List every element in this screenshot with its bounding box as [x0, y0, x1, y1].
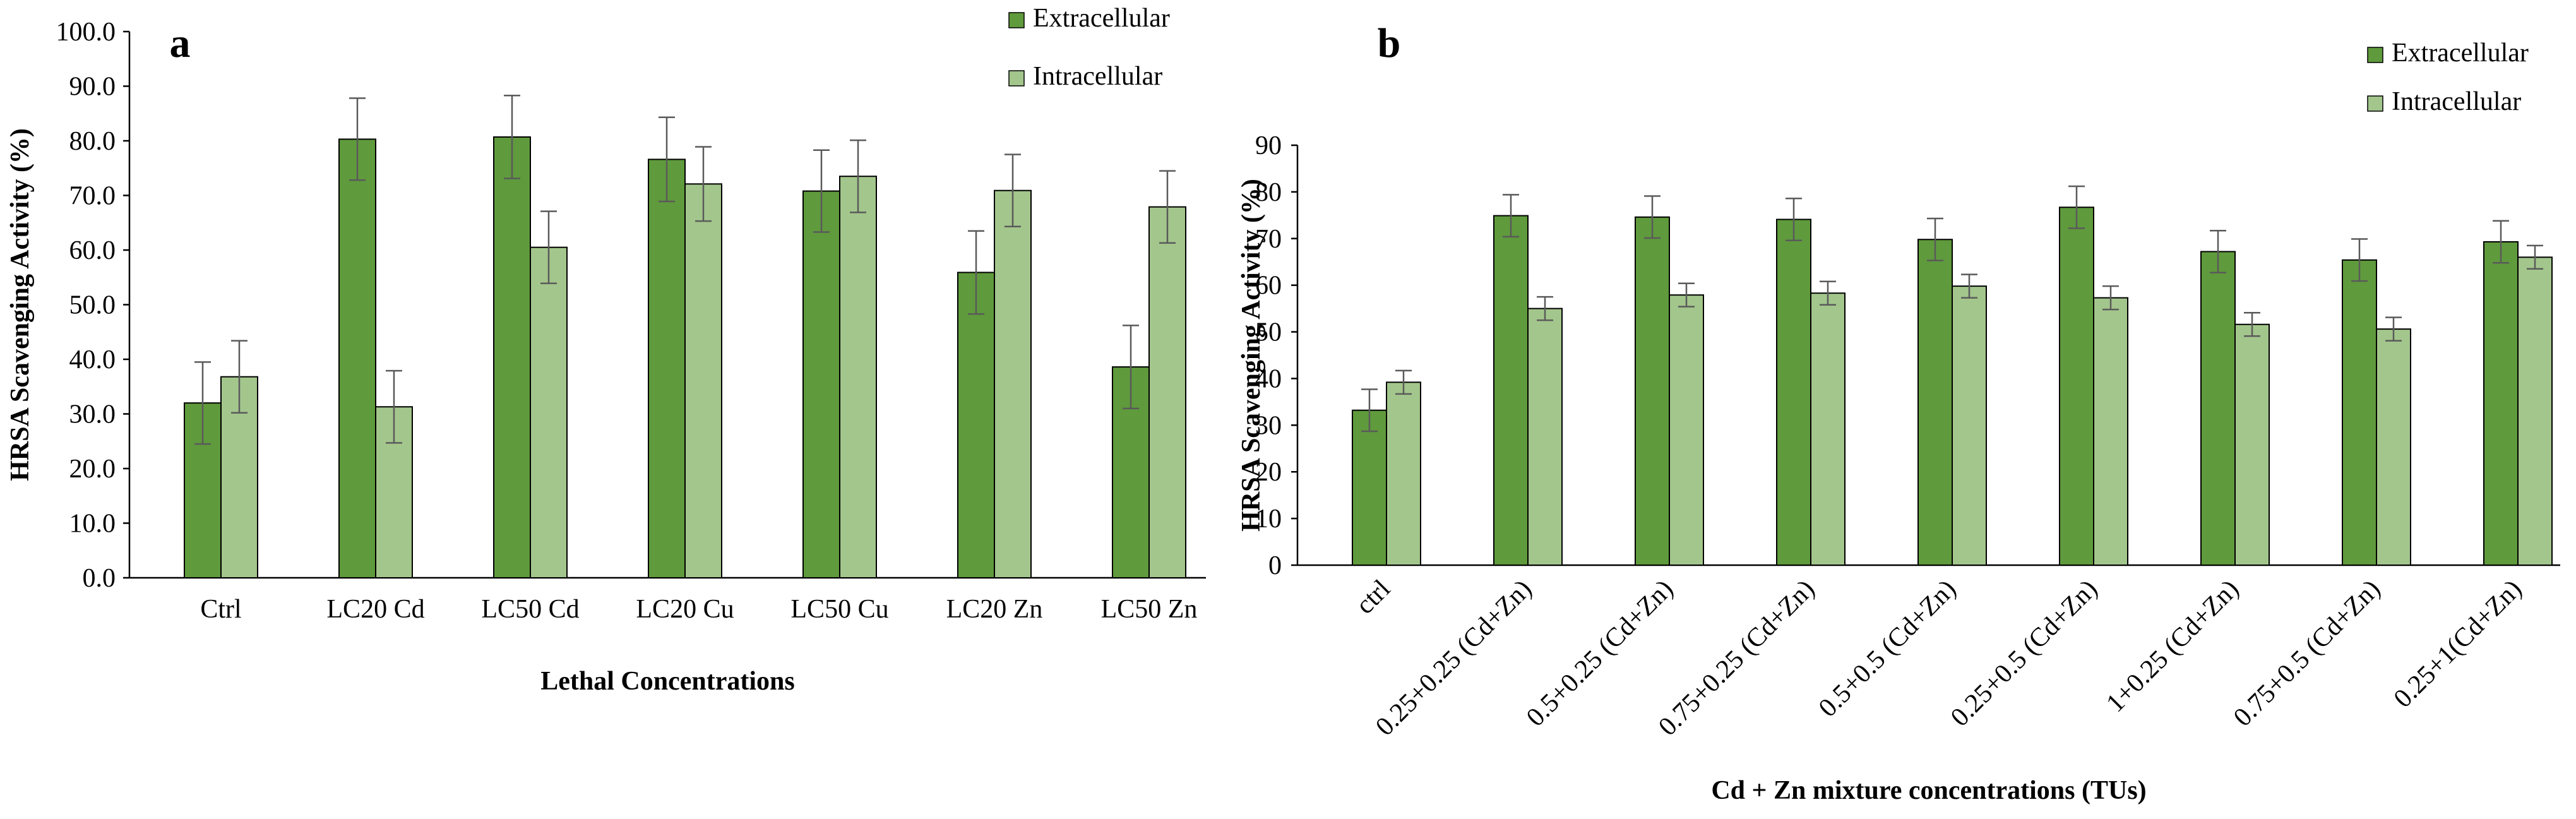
bar-extracellular: [957, 272, 995, 578]
x-tick-label: Ctrl: [200, 595, 241, 624]
bar-intracellular: [1810, 292, 1846, 566]
bar-extracellular: [2059, 206, 2094, 566]
y-tick-label: 70: [1255, 225, 1282, 254]
x-tick-label: LC20 Cd: [326, 595, 424, 624]
y-tick-label: 80: [1255, 178, 1282, 207]
x-axis-title: Cd + Zn mixture concentrations (TUs): [1711, 776, 2146, 805]
y-tick-label: 0: [1268, 551, 1282, 580]
bar-intracellular: [1148, 206, 1186, 579]
y-tick-label: 40: [1255, 364, 1282, 393]
y-tick-label: 60: [1255, 272, 1282, 301]
y-axis-title: HRSA Scavenging Activity (%): [1237, 179, 1266, 532]
x-tick-label: LC20 Cu: [636, 595, 734, 624]
bar-intracellular: [2093, 297, 2128, 566]
bar-intracellular: [1669, 294, 1704, 566]
legend-swatch: [2367, 95, 2383, 112]
bar-extracellular: [338, 138, 376, 578]
x-tick-label: LC50 Zn: [1101, 595, 1198, 624]
legend-swatch: [2367, 47, 2383, 63]
x-tick-label: LC50 Cu: [790, 595, 888, 624]
bar-extracellular: [1776, 218, 1811, 566]
x-tick-label: LC50 Cd: [481, 595, 579, 624]
panel-label: b: [1378, 20, 1401, 66]
y-tick-label: 50: [1255, 318, 1282, 347]
y-axis-title: HRSA Scavenging Activity (%): [6, 128, 35, 481]
y-tick-label: 70.0: [69, 182, 116, 211]
legend-swatch: [1008, 12, 1025, 28]
bar-extracellular: [2483, 241, 2519, 566]
bar-extracellular: [2342, 259, 2377, 566]
y-tick-label: 50.0: [69, 291, 116, 320]
y-tick-label: 80.0: [69, 127, 116, 156]
y-tick-label: 20: [1255, 458, 1282, 487]
legend-label: Extracellular: [2392, 39, 2529, 68]
y-tick-label: 30.0: [69, 400, 116, 429]
y-tick-label: 90.0: [69, 73, 116, 102]
y-tick-label: 30: [1255, 411, 1282, 440]
x-tick-label: 0.25+0.5 (Cd+Zn): [1945, 575, 2103, 732]
bar-intracellular: [1527, 308, 1563, 566]
x-tick-label: 0.5+0.25 (Cd+Zn): [1521, 575, 1679, 732]
bar-intracellular: [994, 189, 1032, 578]
bar-intracellular: [1386, 381, 1421, 566]
x-tick-label: 0.5+0.5 (Cd+Zn): [1813, 575, 1962, 723]
bar-extracellular: [648, 158, 686, 579]
bar-extracellular: [1635, 216, 1670, 566]
y-tick-label: 40.0: [69, 345, 116, 374]
chart-panel-b: b 0 10 20 30 40 50 60 70 80 90 HRSA Scavenging Acti…: [1237, 20, 2560, 805]
legend-label: Extracellular: [1033, 4, 1170, 33]
bar-extracellular: [1493, 215, 1529, 566]
bar-extracellular: [1917, 239, 1953, 566]
x-tick-label: LC20 Zn: [946, 595, 1043, 624]
x-tick-label: 0.75+0.5 (Cd+Zn): [2228, 575, 2386, 732]
x-tick-label: 0.25+0.25 (Cd+Zn): [1370, 575, 1537, 742]
x-tick-label: 0.75+0.25 (Cd+Zn): [1653, 575, 1820, 742]
bar-extracellular: [802, 190, 840, 578]
y-tick-label: 10: [1255, 505, 1282, 534]
bar-intracellular: [1952, 285, 1987, 566]
y-tick-label: 0.0: [83, 564, 116, 593]
bar-extracellular: [1352, 409, 1387, 566]
legend-swatch: [1008, 70, 1025, 87]
y-tick-label: 20.0: [69, 455, 116, 484]
bar-intracellular: [684, 183, 722, 578]
bar-intracellular: [2517, 256, 2553, 566]
legend-label: Intracellular: [1033, 62, 1162, 91]
bar-intracellular: [839, 176, 877, 579]
x-tick-label: 1+0.25 (Cd+Zn): [2101, 575, 2245, 719]
bar-intracellular: [2376, 328, 2411, 566]
bar-intracellular: [530, 246, 568, 578]
y-tick-label: 60.0: [69, 236, 116, 265]
x-axis-title: Lethal Concentrations: [540, 667, 795, 696]
bar-intracellular: [2234, 323, 2270, 566]
x-tick-label: 0.25+1(Cd+Zn): [2388, 575, 2527, 714]
bar-extracellular: [2200, 251, 2236, 566]
chart-panel-a: a 0.0 10.0 20.0 30.0 40.0 50.0 60.0 70.0 80.0 90.0…: [6, 4, 1206, 696]
y-tick-label: 100.0: [56, 18, 116, 47]
x-tick-label: ctrl: [1351, 575, 1396, 620]
y-tick-label: 90: [1255, 131, 1282, 160]
legend-label: Intracellular: [2392, 87, 2521, 116]
panel-label: a: [170, 20, 191, 66]
bar-extracellular: [493, 136, 531, 578]
y-tick-label: 10.0: [69, 510, 116, 539]
